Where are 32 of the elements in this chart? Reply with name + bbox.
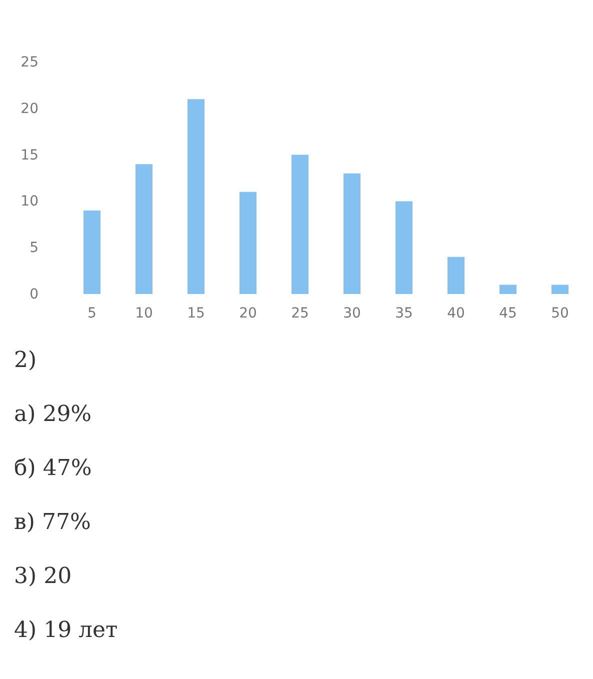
x-tick-label: 45 xyxy=(499,306,517,322)
x-tick-label: 15 xyxy=(187,306,205,322)
bar xyxy=(292,154,308,294)
x-tick-label: 20 xyxy=(239,306,257,322)
y-tick-label: 25 xyxy=(20,54,38,70)
text: а) 29% xyxy=(14,401,93,429)
text: б) 47% xyxy=(14,455,93,483)
x-tick-label: 10 xyxy=(135,306,153,322)
x-tick-label: 40 xyxy=(447,306,465,322)
y-tick-label: 20 xyxy=(20,100,38,117)
text: 2) xyxy=(14,347,38,375)
bar xyxy=(188,99,204,294)
x-tick-label: 50 xyxy=(551,306,569,322)
text: 3) 20 xyxy=(14,563,73,591)
x-tick-label: 5 xyxy=(88,306,96,322)
text: в) 77% xyxy=(14,509,92,537)
y-tick-label: 5 xyxy=(30,240,38,256)
y-tick-label: 0 xyxy=(30,286,38,302)
bar xyxy=(448,256,464,294)
bar xyxy=(552,284,568,294)
bar xyxy=(500,284,516,294)
y-tick-label: 15 xyxy=(20,147,38,164)
text: 4) 19 лет xyxy=(14,617,119,645)
bar xyxy=(344,173,360,294)
bar xyxy=(84,210,100,294)
bar xyxy=(396,201,412,294)
bar xyxy=(136,164,152,294)
x-tick-label: 30 xyxy=(343,306,361,322)
bar xyxy=(240,192,256,294)
x-tick-label: 35 xyxy=(395,306,413,322)
x-tick-label: 25 xyxy=(291,306,309,322)
y-tick-label: 10 xyxy=(20,194,38,210)
